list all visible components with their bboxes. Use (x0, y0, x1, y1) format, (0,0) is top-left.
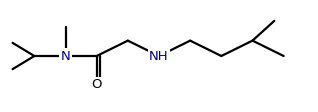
Text: NH: NH (149, 50, 169, 62)
Text: N: N (61, 50, 70, 62)
Text: O: O (91, 78, 102, 91)
